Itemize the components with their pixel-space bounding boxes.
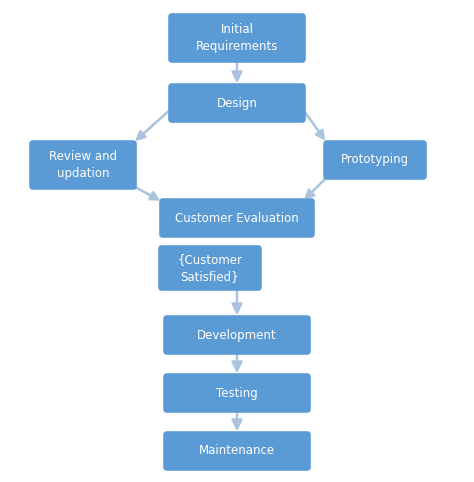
Text: Design: Design [217,96,257,109]
Text: Maintenance: Maintenance [199,444,275,457]
FancyBboxPatch shape [168,13,306,63]
Text: Testing: Testing [216,387,258,400]
Text: Development: Development [197,329,277,342]
Text: {Customer
Satisfied}: {Customer Satisfied} [177,253,243,283]
FancyBboxPatch shape [323,140,427,180]
Text: Initial
Requirements: Initial Requirements [196,23,278,53]
FancyBboxPatch shape [159,198,315,238]
Text: Review and
updation: Review and updation [49,150,117,180]
FancyBboxPatch shape [163,373,311,413]
FancyBboxPatch shape [163,431,311,471]
Text: Customer Evaluation: Customer Evaluation [175,212,299,225]
FancyBboxPatch shape [163,315,311,355]
FancyBboxPatch shape [29,140,137,190]
FancyBboxPatch shape [158,245,262,291]
Text: Prototyping: Prototyping [341,153,409,166]
FancyBboxPatch shape [168,83,306,123]
